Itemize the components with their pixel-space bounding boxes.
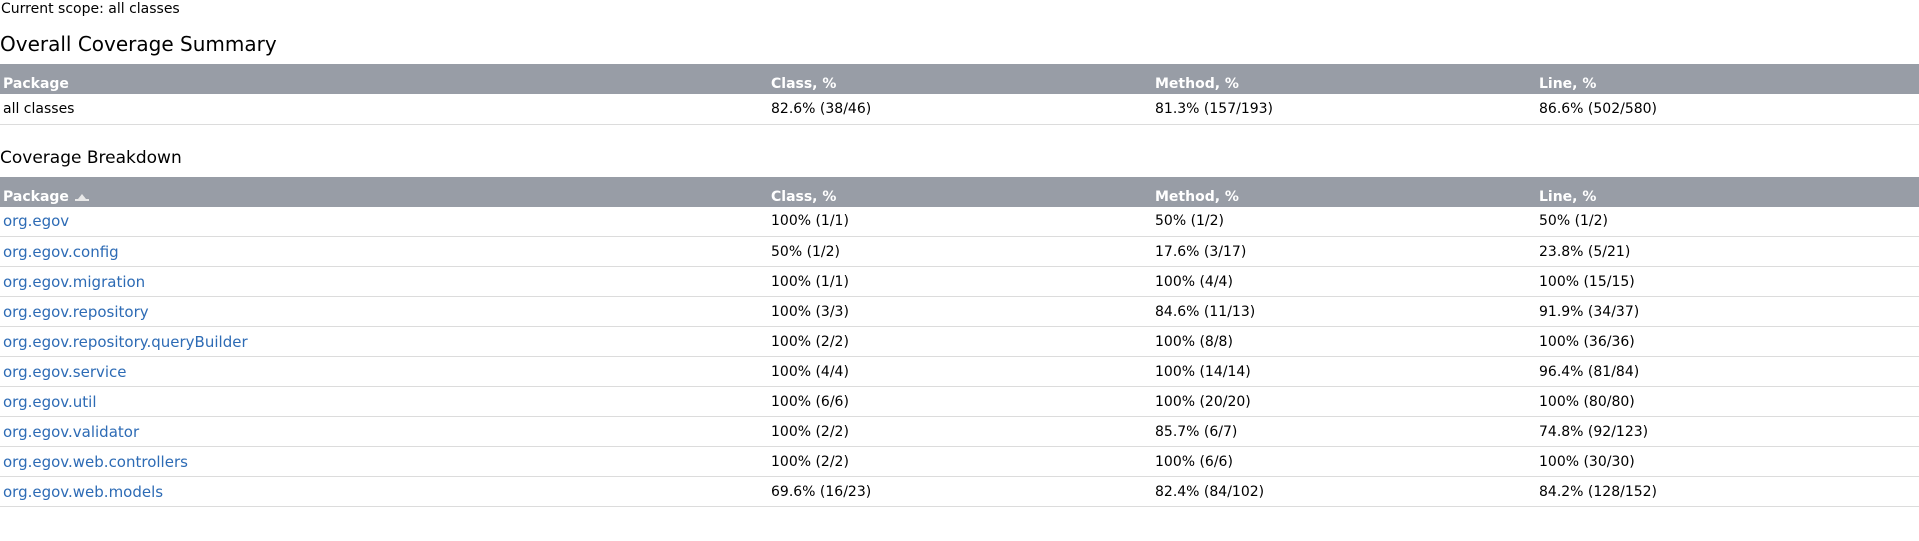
method-coverage-cell: 84.6% (11/13) xyxy=(1152,296,1536,327)
line-coverage-cell: 100% (80/80) xyxy=(1536,386,1919,417)
summary-header-row: Package Class, % Method, % Line, % xyxy=(0,64,1919,94)
breakdown-header-class[interactable]: Class, % xyxy=(768,176,1152,207)
class-coverage-cell: 100% (2/2) xyxy=(768,416,1152,447)
package-link[interactable]: org.egov.service xyxy=(3,362,127,381)
line-coverage-cell: 84.2% (128/152) xyxy=(1536,476,1919,507)
table-row: org.egov.validator 100% (2/2) 85.7% (6/7) 7… xyxy=(0,416,1919,447)
package-link[interactable]: org.egov.web.controllers xyxy=(3,452,188,471)
overall-summary-title: Overall Coverage Summary xyxy=(0,32,277,56)
summary-header-package: Package xyxy=(0,64,768,94)
package-cell: org.egov.repository.queryBuilder xyxy=(0,326,768,357)
method-coverage-cell: 100% (20/20) xyxy=(1152,386,1536,417)
package-cell: org.egov.service xyxy=(0,356,768,387)
sort-ascending-icon[interactable] xyxy=(74,192,89,202)
line-coverage-cell: 100% (36/36) xyxy=(1536,326,1919,357)
table-row: org.egov.migration 100% (1/1) 100% (4/4) 10… xyxy=(0,266,1919,297)
package-cell: org.egov.config xyxy=(0,236,768,267)
summary-header-method: Method, % xyxy=(1152,64,1536,94)
breakdown-header-row: Package Class, % Method, % Line, % xyxy=(0,176,1919,207)
table-row: org.egov.web.models 69.6% (16/23) 82.4% (8… xyxy=(0,476,1919,507)
package-link[interactable]: org.egov.config xyxy=(3,242,119,261)
class-coverage-cell: 100% (3/3) xyxy=(768,296,1152,327)
breakdown-header-method[interactable]: Method, % xyxy=(1152,176,1536,207)
line-coverage-cell: 23.8% (5/21) xyxy=(1536,236,1919,267)
method-coverage-cell: 100% (6/6) xyxy=(1152,446,1536,477)
class-coverage-cell: 100% (4/4) xyxy=(768,356,1152,387)
package-cell: org.egov.web.models xyxy=(0,476,768,507)
class-coverage-cell: 100% (6/6) xyxy=(768,386,1152,417)
line-coverage-cell: 100% (30/30) xyxy=(1536,446,1919,477)
class-coverage-cell: 100% (1/1) xyxy=(768,206,1152,237)
method-coverage-cell: 17.6% (3/17) xyxy=(1152,236,1536,267)
method-coverage-cell: 82.4% (84/102) xyxy=(1152,476,1536,507)
line-coverage-cell: 50% (1/2) xyxy=(1536,206,1919,237)
table-row: org.egov.config 50% (1/2) 17.6% (3/17) 23.8… xyxy=(0,236,1919,267)
method-coverage-cell: 50% (1/2) xyxy=(1152,206,1536,237)
package-cell: org.egov.validator xyxy=(0,416,768,447)
summary-package-cell: all classes xyxy=(0,94,768,125)
line-coverage-cell: 74.8% (92/123) xyxy=(1536,416,1919,447)
class-coverage-cell: 69.6% (16/23) xyxy=(768,476,1152,507)
overall-summary-table: Package Class, % Method, % Line, % all c… xyxy=(0,64,1919,125)
class-coverage-cell: 100% (2/2) xyxy=(768,446,1152,477)
coverage-breakdown-table: Package Class, % Method, % Line, % org.e… xyxy=(0,176,1919,507)
package-cell: org.egov.web.controllers xyxy=(0,446,768,477)
table-row: org.egov.repository.queryBuilder 100% (2/… xyxy=(0,326,1919,357)
line-coverage-cell: 96.4% (81/84) xyxy=(1536,356,1919,387)
method-coverage-cell: 85.7% (6/7) xyxy=(1152,416,1536,447)
breakdown-header-line[interactable]: Line, % xyxy=(1536,176,1919,207)
method-coverage-cell: 100% (14/14) xyxy=(1152,356,1536,387)
class-coverage-cell: 100% (2/2) xyxy=(768,326,1152,357)
package-link[interactable]: org.egov.web.models xyxy=(3,482,164,501)
line-coverage-cell: 91.9% (34/37) xyxy=(1536,296,1919,327)
summary-header-line: Line, % xyxy=(1536,64,1919,94)
package-cell: org.egov.migration xyxy=(0,266,768,297)
coverage-breakdown-title: Coverage Breakdown xyxy=(0,147,182,168)
class-coverage-cell: 100% (1/1) xyxy=(768,266,1152,297)
package-link[interactable]: org.egov.validator xyxy=(3,422,140,441)
summary-class-cell: 82.6% (38/46) xyxy=(768,94,1152,125)
method-coverage-cell: 100% (8/8) xyxy=(1152,326,1536,357)
breakdown-header-package[interactable]: Package xyxy=(0,176,768,207)
table-row: org.egov.service 100% (4/4) 100% (14/14) 96… xyxy=(0,356,1919,387)
summary-line-cell: 86.6% (502/580) xyxy=(1536,94,1919,125)
package-link[interactable]: org.egov xyxy=(3,212,70,231)
breakdown-body: org.egov 100% (1/1) 50% (1/2) 50% (1/2) org.… xyxy=(0,206,1919,507)
table-row: org.egov 100% (1/1) 50% (1/2) 50% (1/2) xyxy=(0,206,1919,237)
line-coverage-cell: 100% (15/15) xyxy=(1536,266,1919,297)
summary-method-cell: 81.3% (157/193) xyxy=(1152,94,1536,125)
table-row: org.egov.web.controllers 100% (2/2) 100% (… xyxy=(0,446,1919,477)
package-link[interactable]: org.egov.repository.queryBuilder xyxy=(3,332,248,351)
breakdown-header-package-label: Package xyxy=(3,188,69,205)
current-scope-text: Current scope: all classes xyxy=(1,1,180,17)
table-row: org.egov.util 100% (6/6) 100% (20/20) 100% … xyxy=(0,386,1919,417)
package-link[interactable]: org.egov.util xyxy=(3,392,97,411)
table-row: org.egov.repository 100% (3/3) 84.6% (11/1… xyxy=(0,296,1919,327)
package-cell: org.egov.util xyxy=(0,386,768,417)
summary-row: all classes 82.6% (38/46) 81.3% (157/193… xyxy=(0,94,1919,125)
package-cell: org.egov.repository xyxy=(0,296,768,327)
package-link[interactable]: org.egov.migration xyxy=(3,272,146,291)
method-coverage-cell: 100% (4/4) xyxy=(1152,266,1536,297)
package-link[interactable]: org.egov.repository xyxy=(3,302,149,321)
package-cell: org.egov xyxy=(0,206,768,237)
summary-header-class: Class, % xyxy=(768,64,1152,94)
class-coverage-cell: 50% (1/2) xyxy=(768,236,1152,267)
